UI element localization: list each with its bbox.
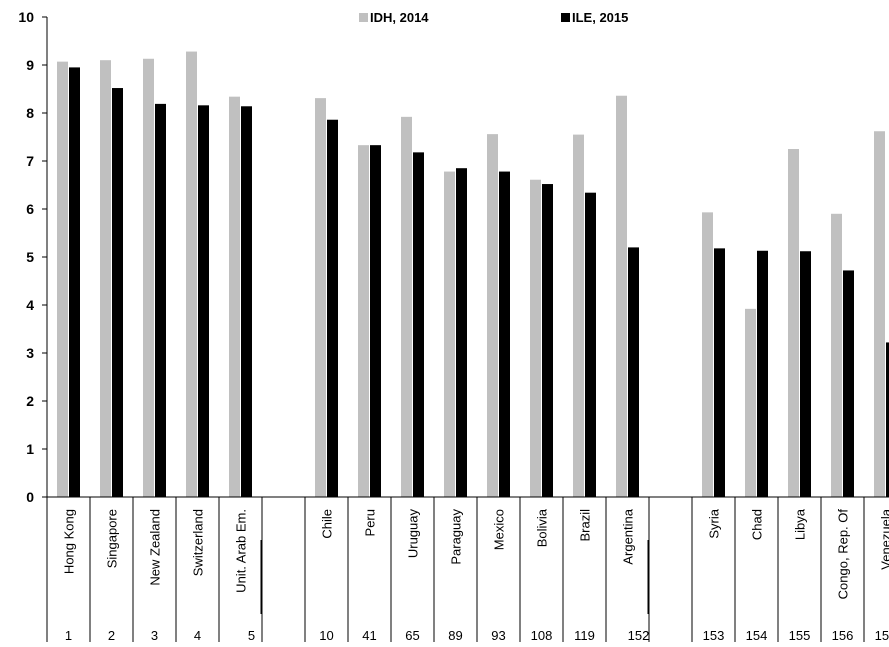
bar-idh-unit-arab-em-: [229, 96, 240, 498]
rank-label: 41: [362, 628, 376, 643]
bar-idh-libya: [788, 149, 799, 497]
bar-idh-congo-rep-of: [831, 213, 842, 498]
category-label: Libya: [793, 508, 808, 540]
category-label: Paraguay: [449, 509, 464, 565]
bar-ile-peru: [370, 145, 381, 497]
bar-idh-syria: [702, 212, 713, 498]
legend-label: ILE, 2015: [572, 10, 628, 25]
bar-idh-chad: [745, 308, 756, 497]
rank-label: 157: [875, 628, 889, 643]
bar-idh-argentina: [616, 95, 627, 497]
bar-ile-mexico: [499, 171, 510, 497]
rank-label: 65: [405, 628, 419, 643]
legend-label: IDH, 2014: [370, 10, 429, 25]
category-label: Mexico: [492, 509, 507, 550]
bar-ile-singapore: [112, 88, 123, 497]
legend-swatch: [359, 13, 368, 22]
bar-ile-paraguay: [456, 168, 467, 497]
y-tick-label: 8: [26, 105, 34, 121]
bar-idh-mexico: [487, 134, 498, 497]
y-tick-label: 6: [26, 201, 34, 217]
bar-ile-venezuela: [886, 342, 889, 497]
rank-label: 2: [108, 628, 115, 643]
bar-ile-argentina: [628, 247, 639, 497]
bar-ile-new-zealand: [155, 103, 166, 497]
category-label: Unit. Arab Em.: [234, 509, 249, 593]
bar-ile-brazil: [585, 192, 596, 497]
y-tick-label: 2: [26, 393, 34, 409]
rank-label: 89: [448, 628, 462, 643]
bar-ile-chad: [757, 250, 768, 497]
rank-label: 4: [194, 628, 201, 643]
bar-idh-new-zealand: [143, 58, 154, 497]
category-label: Hong Kong: [62, 509, 77, 574]
category-label: Switzerland: [191, 509, 206, 576]
bar-idh-singapore: [100, 60, 111, 497]
y-tick-label: 9: [26, 57, 34, 73]
rank-label: 152: [628, 628, 650, 643]
y-tick-label: 1: [26, 441, 34, 457]
rank-label: 154: [746, 628, 768, 643]
rank-label: 5: [248, 628, 255, 643]
y-tick-label: 3: [26, 345, 34, 361]
y-tick-label: 10: [18, 9, 34, 25]
legend: IDH, 2014 ILE, 2015: [359, 10, 628, 25]
bar-ile-syria: [714, 248, 725, 497]
bar-ile-uruguay: [413, 152, 424, 498]
bar-idh-brazil: [573, 134, 584, 497]
category-label: Peru: [363, 509, 378, 536]
rank-label: 155: [789, 628, 811, 643]
category-label: Chad: [750, 509, 765, 540]
y-tick-label: 5: [26, 249, 34, 265]
rank-label: 93: [491, 628, 505, 643]
category-label: Congo, Rep. Of: [836, 509, 851, 600]
y-tick-label: 7: [26, 153, 34, 169]
bar-idh-venezuela: [874, 131, 885, 498]
bar-idh-peru: [358, 145, 369, 497]
bar-idh-paraguay: [444, 171, 455, 497]
bar-ile-chile: [327, 119, 338, 497]
y-axis: 0 1 2 3 4 5 6 7 8 9 10: [18, 9, 48, 505]
bar-ile-switzerland: [198, 105, 209, 497]
y-tick-label: 0: [26, 489, 34, 505]
category-label: New Zealand: [148, 509, 163, 586]
y-tick-label: 4: [26, 297, 34, 313]
rank-label: 153: [703, 628, 725, 643]
bar-ile-libya: [800, 251, 811, 497]
bar-idh-switzerland: [186, 51, 197, 498]
rank-label: 10: [319, 628, 333, 643]
rank-label: 119: [574, 628, 595, 643]
bars: [57, 51, 889, 498]
bar-idh-uruguay: [401, 116, 412, 497]
category-label: Bolivia: [535, 508, 550, 547]
rank-label: 108: [531, 628, 553, 643]
bar-ile-congo-rep-of: [843, 270, 854, 497]
category-label: Chile: [320, 509, 335, 539]
category-label: Uruguay: [406, 509, 421, 559]
category-label: Argentina: [621, 508, 636, 564]
bar-idh-hong-kong: [57, 61, 68, 497]
category-label: Venezuela: [879, 508, 889, 569]
bar-idh-bolivia: [530, 179, 541, 497]
x-axis: Hong Kong 1 Singapore 2 New Zealand 3 Switzerl…: [46, 496, 889, 643]
bar-idh-chile: [315, 98, 326, 498]
category-label: Singapore: [105, 509, 120, 568]
rank-label: 1: [65, 628, 72, 643]
bar-ile-hong-kong: [69, 67, 80, 498]
legend-swatch: [561, 13, 570, 22]
bar-ile-unit-arab-em-: [241, 106, 252, 497]
rank-label: 3: [151, 628, 158, 643]
rank-label: 156: [832, 628, 854, 643]
bar-ile-bolivia: [542, 184, 553, 498]
category-label: Brazil: [578, 509, 593, 542]
category-label: Syria: [707, 508, 722, 538]
